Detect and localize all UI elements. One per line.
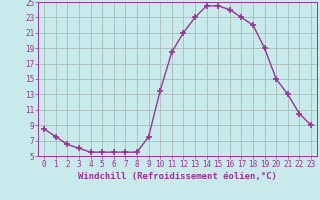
- X-axis label: Windchill (Refroidissement éolien,°C): Windchill (Refroidissement éolien,°C): [78, 172, 277, 181]
